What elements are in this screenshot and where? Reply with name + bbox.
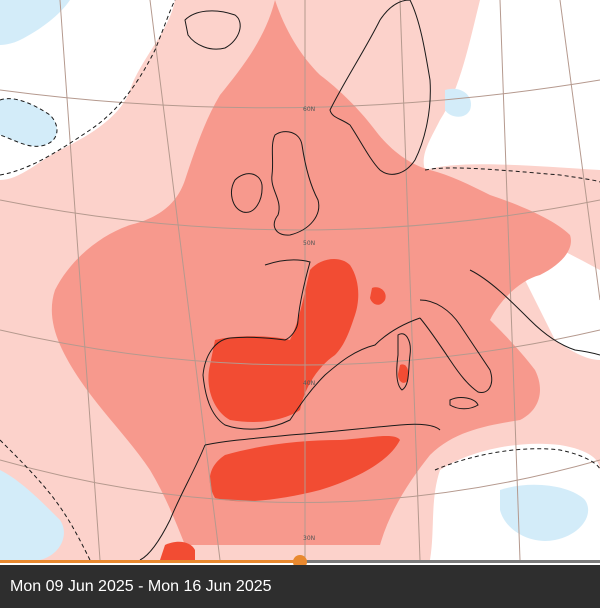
coastlines: [139, 0, 600, 560]
map-canvas: 60N 50N 40N 30N: [0, 0, 600, 560]
cool-patch-top-left: [0, 0, 70, 45]
coast-great-britain: [271, 131, 320, 236]
timeline-slider[interactable]: [0, 555, 600, 569]
hot-region-iberia-france: [208, 258, 359, 422]
anomaly-map: 60N 50N 40N 30N: [0, 0, 600, 560]
coast-balkans: [469, 269, 600, 356]
date-range-label: Mon 09 Jun 2025 - Mon 16 Jun 2025: [10, 578, 272, 595]
coast-iceland: [184, 10, 241, 50]
lat-label-60n: 60N: [303, 106, 315, 113]
hot-region-south-coast: [160, 541, 195, 560]
parallel-60n: [0, 79, 600, 109]
contour-north: [0, 0, 176, 176]
anomaly-contours: [0, 0, 600, 560]
lat-label-50n: 50N: [303, 240, 315, 247]
cool-patch-scandinavia: [445, 88, 471, 117]
timeline-progress: [0, 560, 300, 563]
meridian-20e: [499, 0, 521, 560]
parallel-30n: [0, 459, 600, 503]
footer-bar: Mon 09 Jun 2025 - Mon 16 Jun 2025: [0, 565, 600, 608]
coast-italy: [419, 299, 493, 394]
contour-west: [0, 439, 91, 560]
coast-ireland: [231, 173, 263, 213]
lat-label-30n: 30N: [303, 535, 315, 542]
contour-southeast: [434, 448, 600, 471]
cool-patch-bottom-left: [0, 470, 64, 560]
contour-cool-patch: [0, 98, 58, 147]
meridian-10w: [149, 0, 221, 560]
coast-france-iberia: [202, 259, 421, 430]
coast-scandinavia: [329, 0, 431, 175]
meridian-30e: [559, 0, 600, 301]
hot-region-sardinia: [398, 364, 409, 383]
meridian-20w: [59, 0, 101, 560]
cool-anomaly-regions: [0, 0, 589, 560]
cool-patch-southeast: [500, 484, 589, 541]
parallel-50n: [0, 199, 600, 231]
meridian-10e: [399, 0, 421, 560]
graticule-lines: [0, 0, 600, 560]
normal-region-northeast: [423, 0, 600, 170]
coast-corsica-sardinia: [396, 333, 411, 391]
parallel-40n: [0, 329, 600, 366]
coast-west-africa: [139, 444, 206, 560]
hot-region-alps: [370, 287, 386, 305]
coast-north-africa: [204, 423, 441, 446]
latitude-labels: 60N 50N 40N 30N: [303, 106, 315, 542]
contour-east: [424, 167, 600, 183]
coast-sicily: [449, 397, 479, 410]
lat-label-40n: 40N: [303, 380, 315, 387]
